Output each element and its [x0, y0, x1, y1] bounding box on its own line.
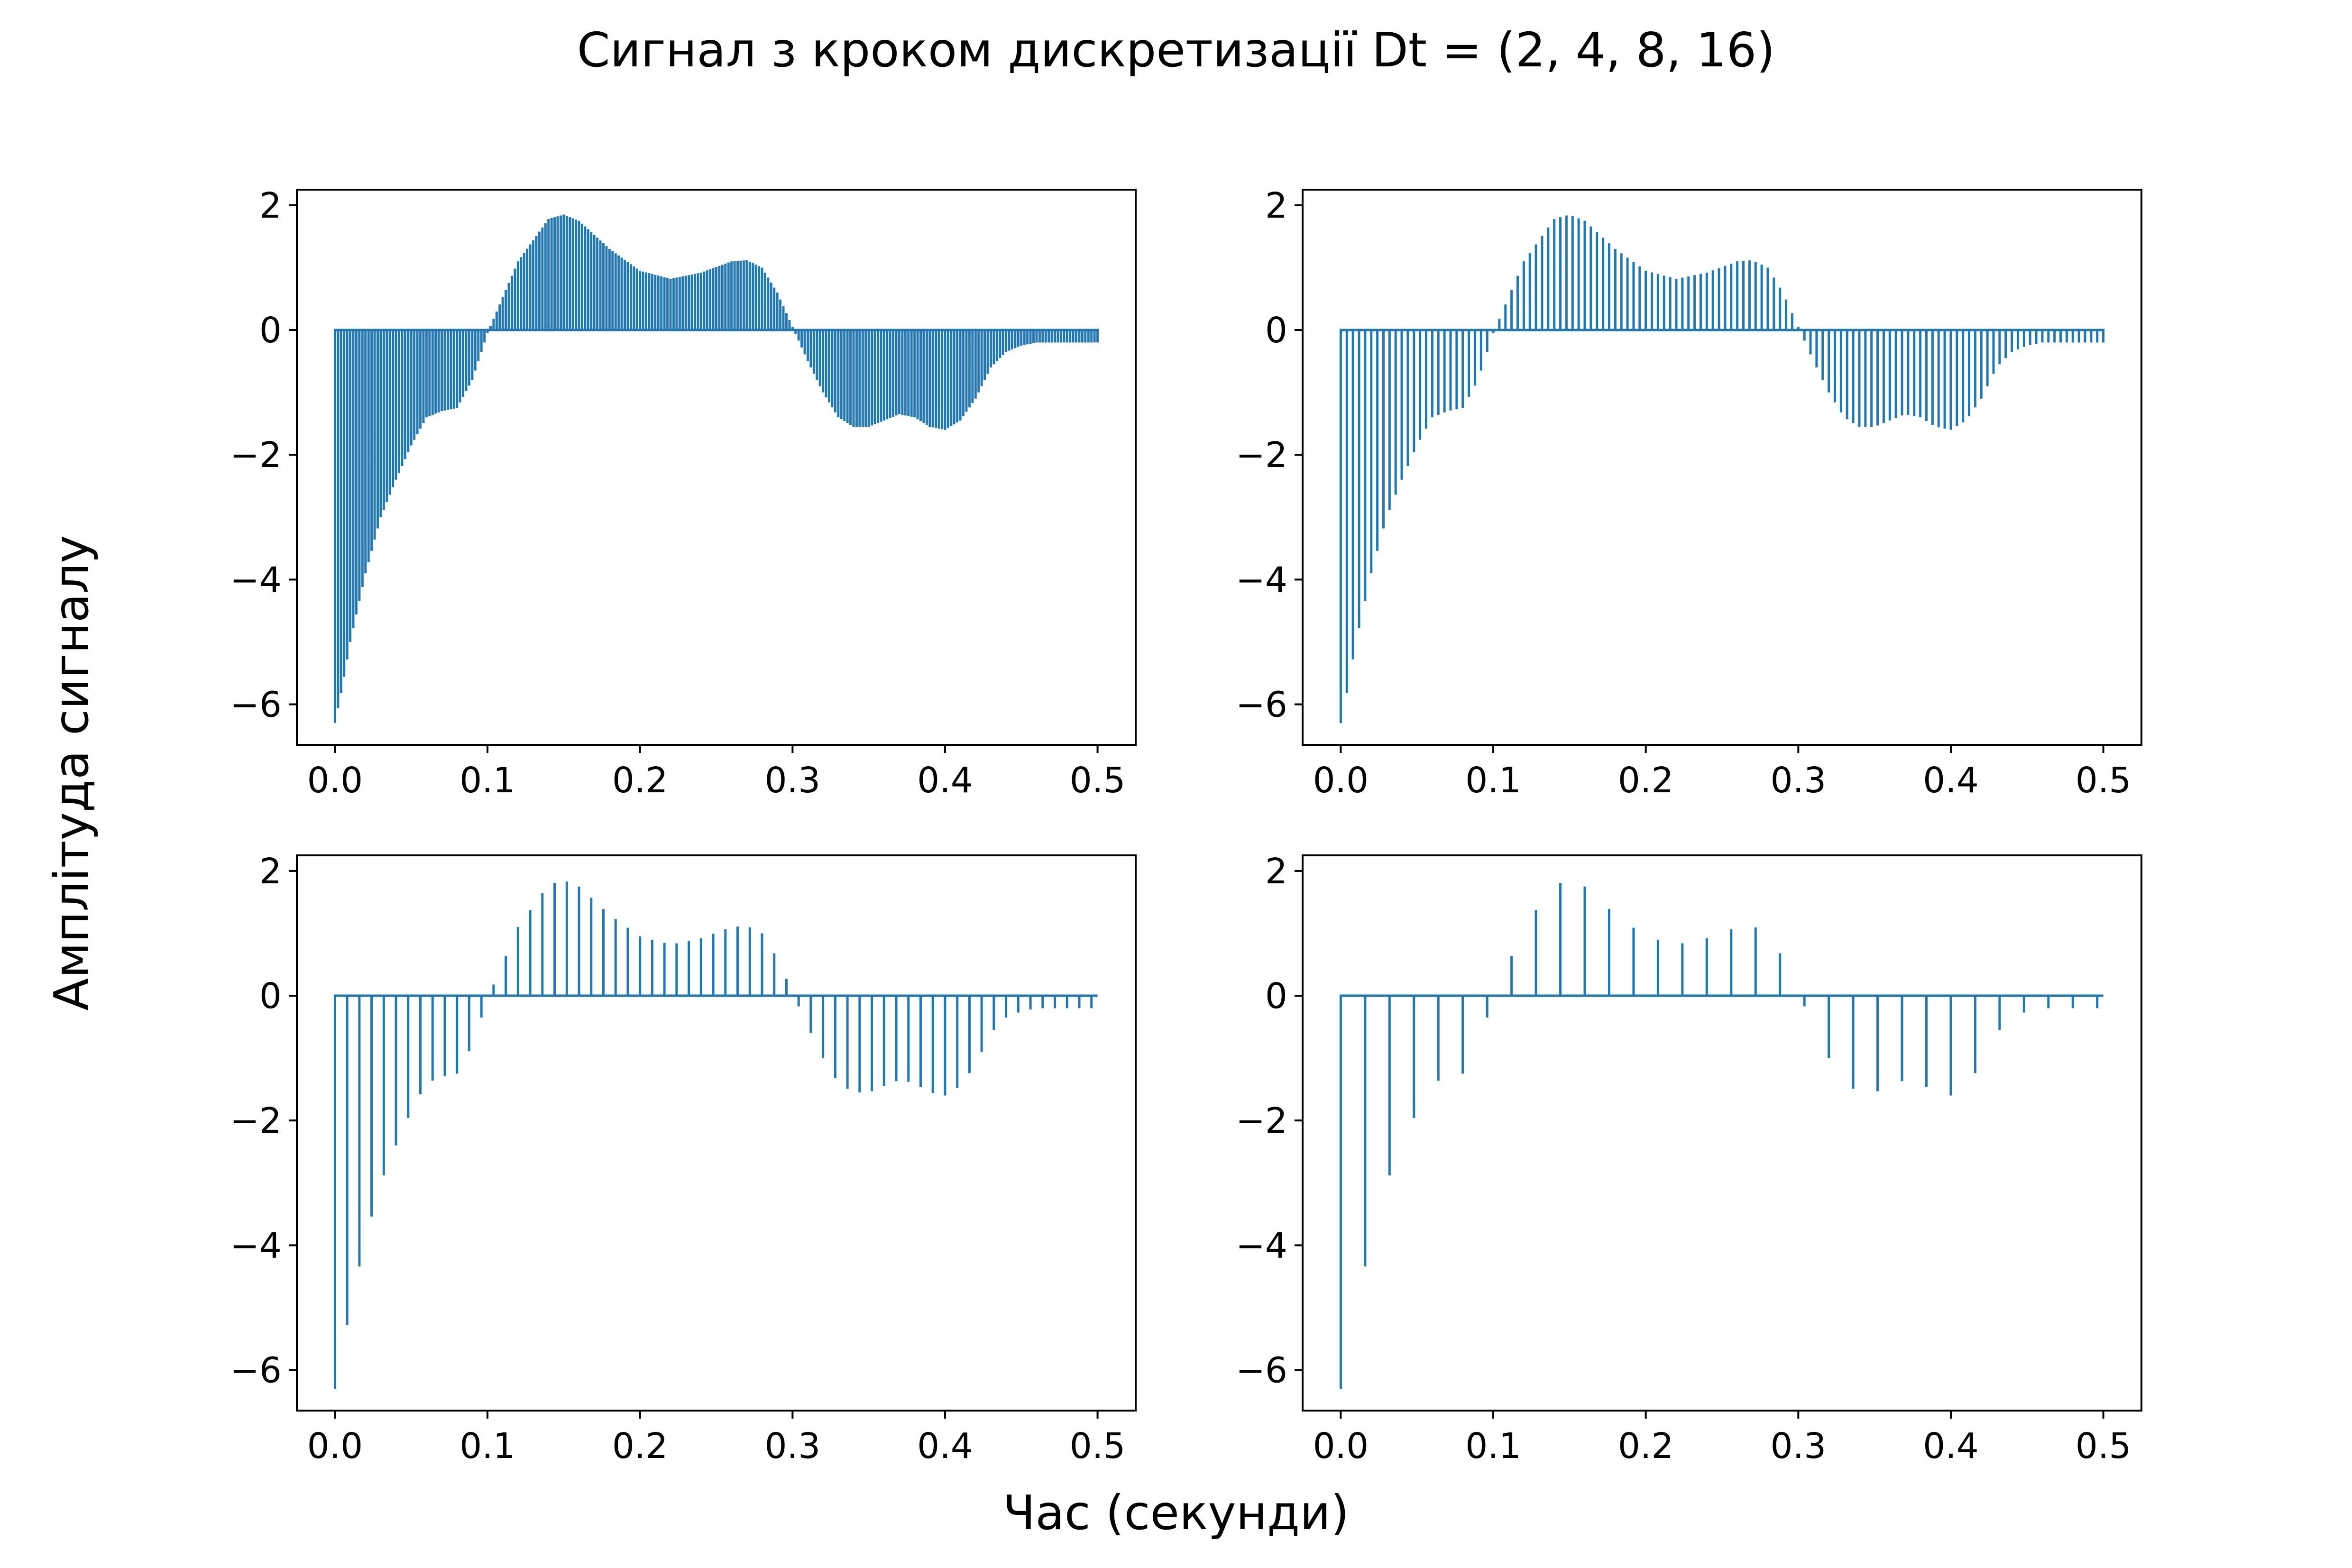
x-tick-label: 0.0 — [307, 760, 363, 801]
x-tick-label: 0.3 — [1770, 1426, 1826, 1467]
y-tick-label: 0 — [259, 976, 282, 1017]
x-tick-label: 0.2 — [612, 760, 668, 801]
subplot-dt-4: 0.0 0.1 0.2 0.3 0.4 0.5 −6 −4 −2 0 2 — [1236, 185, 2142, 801]
signal-line-dt-2 — [333, 214, 1099, 723]
x-tick-label: 0.5 — [2076, 1426, 2132, 1467]
y-tick-label: −4 — [230, 1225, 282, 1266]
x-tick-label: 0.0 — [307, 1426, 363, 1467]
x-tick-label: 0.4 — [917, 1426, 973, 1467]
x-tick-label: 0.5 — [2076, 760, 2132, 801]
y-tick-label: −2 — [230, 1100, 282, 1141]
x-tick-label: 0.3 — [1770, 760, 1826, 801]
axes-frame — [296, 854, 1137, 1412]
x-tick-label: 0.4 — [917, 760, 973, 801]
signal-line-dt-8 — [333, 881, 1098, 1389]
y-tick-label: 0 — [259, 310, 282, 351]
x-tick-label: 0.1 — [1465, 1426, 1521, 1467]
y-tick-label: −2 — [1236, 1100, 1287, 1141]
x-axis-label: Час (секунди) — [1003, 1485, 1349, 1540]
y-tick-label: −4 — [1236, 559, 1287, 600]
x-tick-label: 0.3 — [764, 1426, 820, 1467]
x-tick-label: 0.2 — [1618, 760, 1674, 801]
x-tick-label: 0.1 — [459, 760, 515, 801]
y-tick-label: −4 — [1236, 1225, 1287, 1266]
y-tick-label: −2 — [230, 435, 282, 476]
subplot-dt-2: 0.0 0.1 0.2 0.3 0.4 0.5 −6 −4 −2 0 2 — [230, 185, 1137, 801]
axes-frame — [1302, 854, 2142, 1412]
x-tick-label: 0.3 — [764, 760, 820, 801]
signal-line-dt-4 — [1339, 215, 2105, 723]
x-tick-label: 0.5 — [1070, 760, 1126, 801]
axes-frame — [296, 189, 1137, 746]
signal-line-dt-16 — [1339, 883, 2104, 1389]
x-tick-label: 0.2 — [612, 1426, 668, 1467]
y-tick-label: −6 — [230, 1350, 282, 1391]
x-tick-label: 0.1 — [1465, 760, 1521, 801]
y-tick-label: 2 — [1265, 851, 1287, 892]
subplot-dt-16: 0.0 0.1 0.2 0.3 0.4 0.5 −6 −4 −2 0 2 — [1236, 851, 2142, 1467]
y-tick-label: 2 — [259, 851, 282, 892]
y-tick-label: 2 — [259, 185, 282, 226]
y-tick-label: 0 — [1265, 976, 1287, 1017]
subplot-dt-8: 0.0 0.1 0.2 0.3 0.4 0.5 −6 −4 −2 0 2 — [230, 851, 1137, 1467]
x-tick-label: 0.2 — [1618, 1426, 1674, 1467]
y-axis-label: Амплітуда сигналу — [44, 535, 99, 1011]
y-tick-label: 2 — [1265, 185, 1287, 226]
x-tick-label: 0.5 — [1070, 1426, 1126, 1467]
x-tick-label: 0.0 — [1313, 760, 1369, 801]
x-tick-label: 0.1 — [459, 1426, 515, 1467]
x-tick-label: 0.4 — [1923, 760, 1979, 801]
y-tick-label: −6 — [1236, 684, 1287, 725]
x-tick-label: 0.0 — [1313, 1426, 1369, 1467]
x-tick-label: 0.4 — [1923, 1426, 1979, 1467]
y-tick-label: −4 — [230, 559, 282, 600]
y-tick-label: 0 — [1265, 310, 1287, 351]
y-tick-label: −6 — [230, 684, 282, 725]
figure-title: Сигнал з кроком дискретизації Dt = (2, 4… — [577, 22, 1775, 78]
y-tick-label: −2 — [1236, 435, 1287, 476]
axes-frame — [1302, 189, 2142, 746]
y-tick-label: −6 — [1236, 1350, 1287, 1391]
